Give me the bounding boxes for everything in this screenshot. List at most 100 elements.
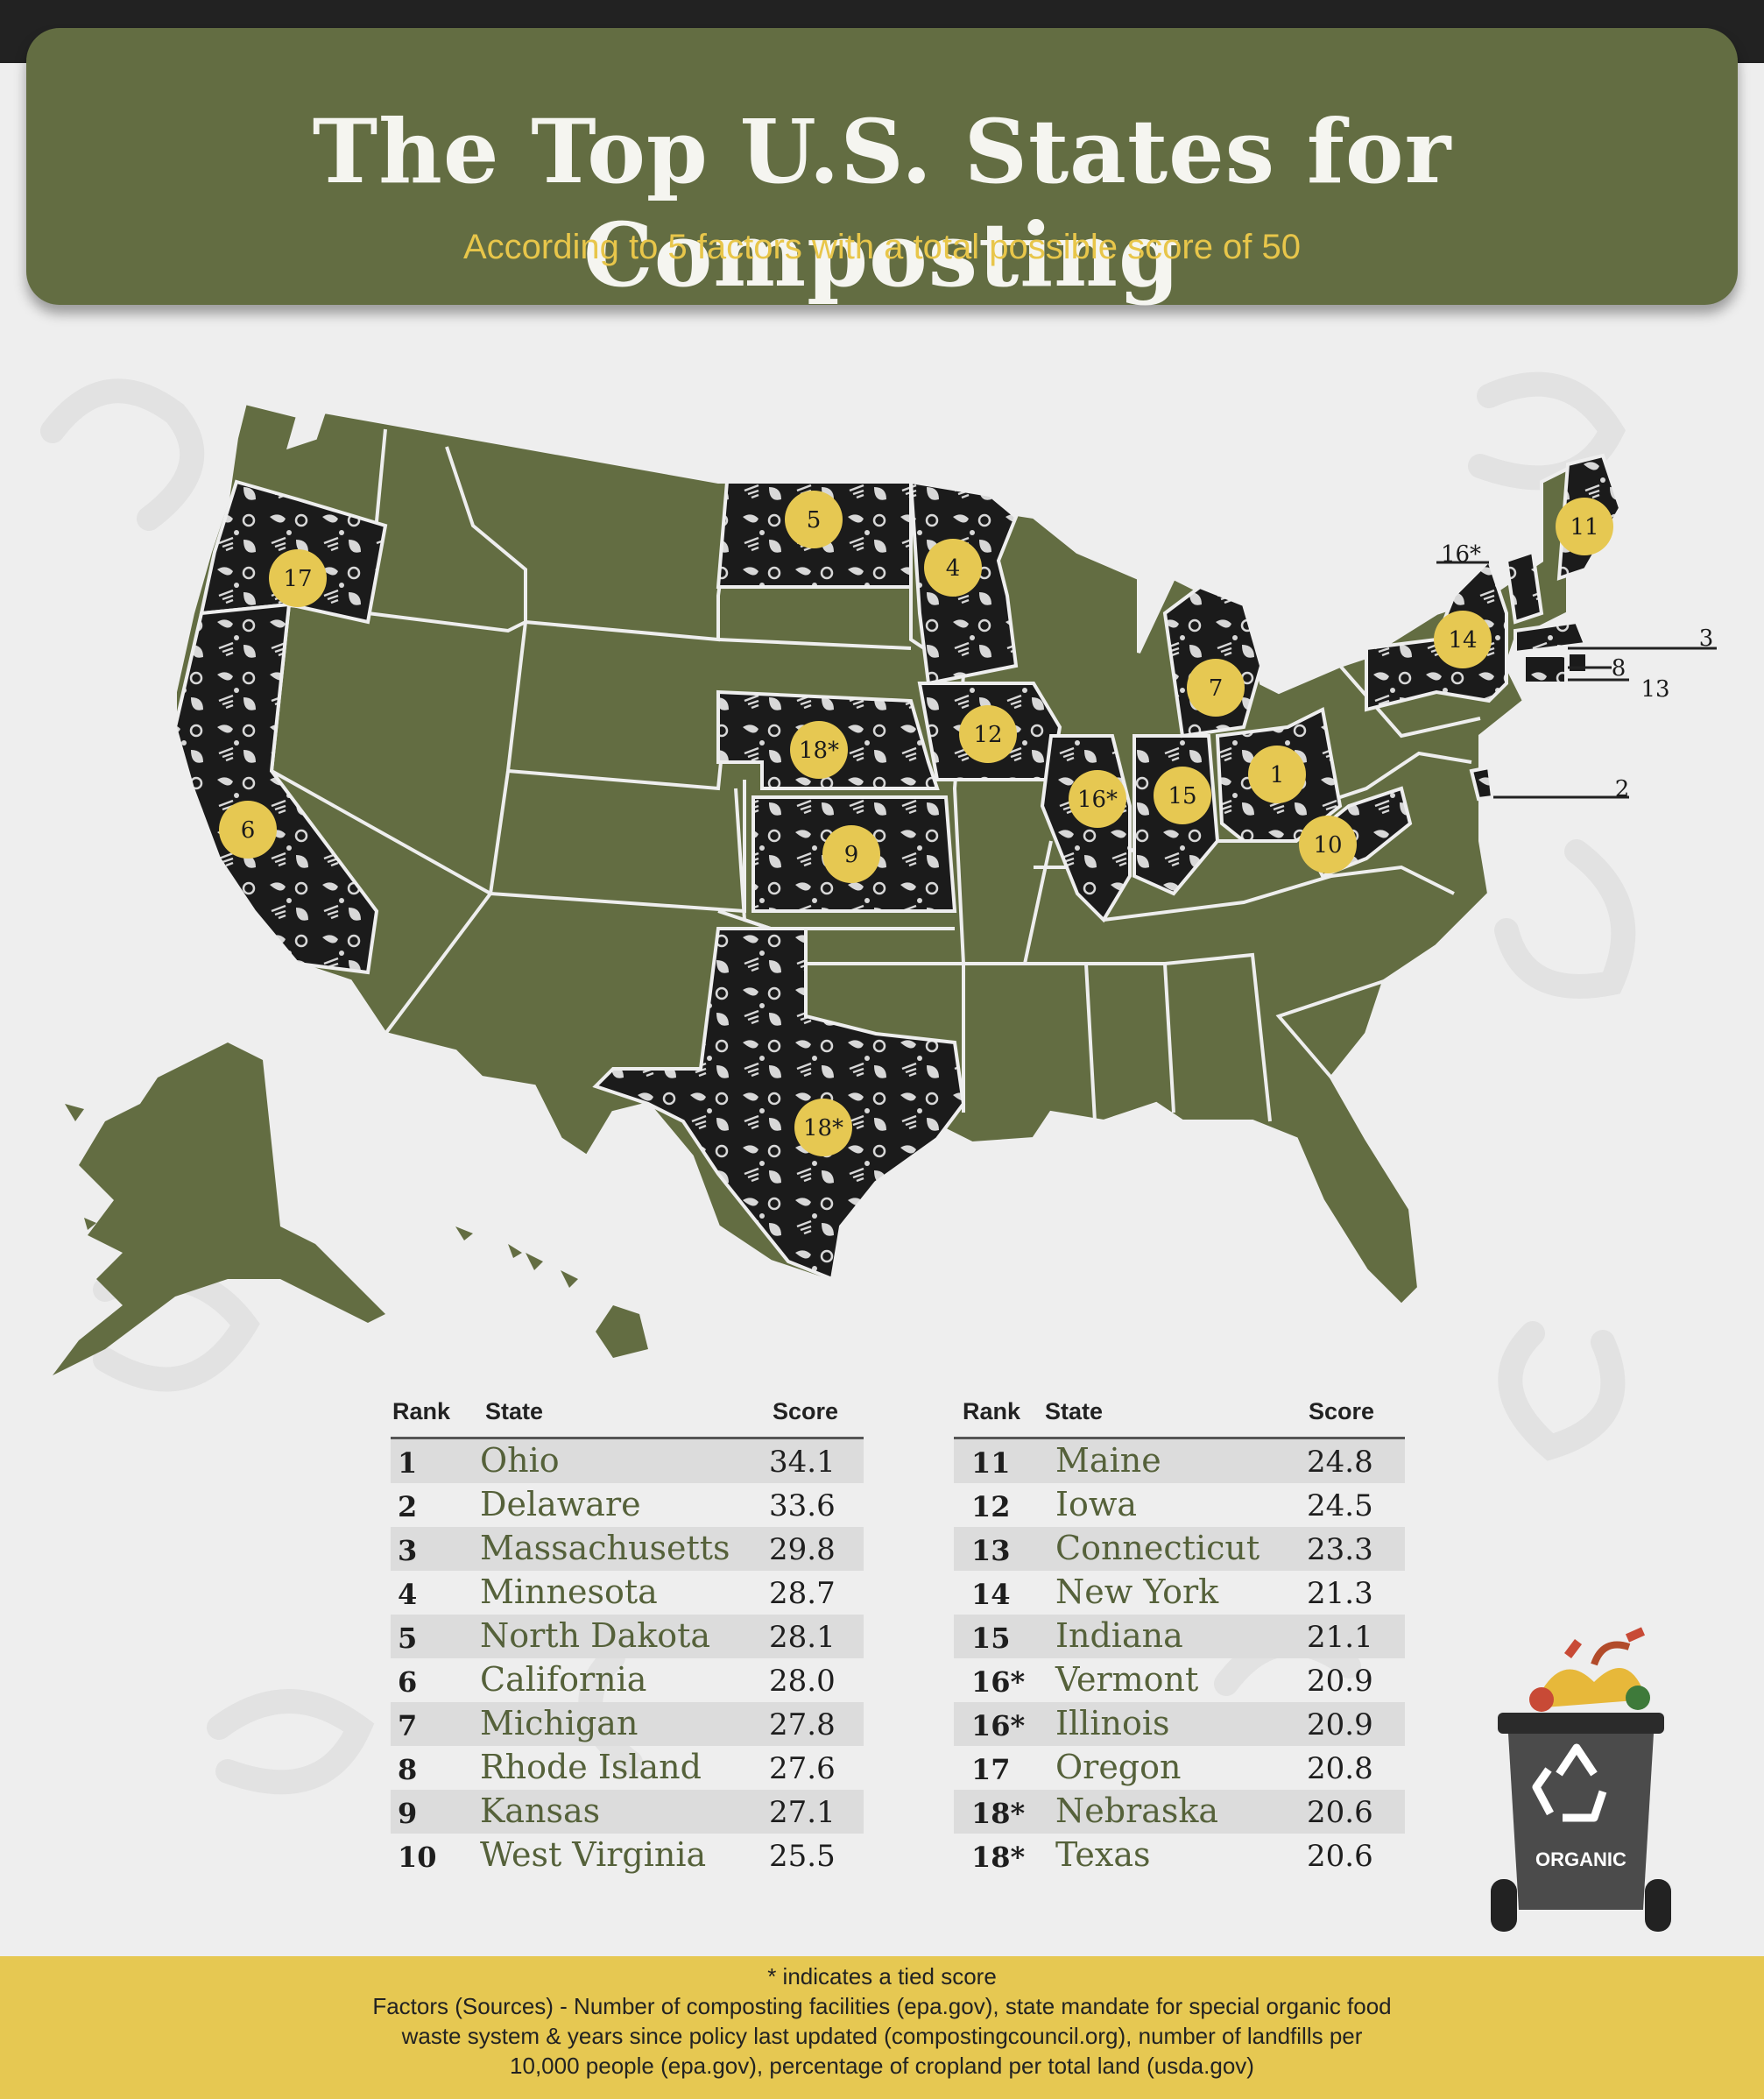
cell-score: 28.1 bbox=[769, 1620, 836, 1655]
map-badge-rhode-island: 8 bbox=[1612, 655, 1626, 682]
cell-score: 33.6 bbox=[769, 1488, 836, 1523]
header-state: State bbox=[1045, 1398, 1104, 1424]
map-badge-indiana: 15 bbox=[1154, 767, 1211, 824]
page-title: The Top U.S. States for Composting bbox=[312, 100, 1452, 307]
table-row: 1 Ohio 34.1 bbox=[391, 1439, 864, 1483]
cell-rank: 1 bbox=[398, 1446, 418, 1480]
cell-state: California bbox=[480, 1660, 647, 1699]
cell-score: 20.9 bbox=[1307, 1664, 1373, 1699]
map-badge-vermont: 16* bbox=[1441, 541, 1481, 568]
cell-rank: 18* bbox=[971, 1841, 1026, 1874]
cell-score: 20.9 bbox=[1307, 1707, 1373, 1742]
cell-score: 24.5 bbox=[1307, 1488, 1373, 1523]
cell-rank: 16* bbox=[971, 1709, 1026, 1742]
table-row: 10 West Virginia 25.5 bbox=[391, 1834, 864, 1877]
cell-state: Maine bbox=[1055, 1441, 1161, 1480]
ranking-table-right: Rank State Score 11 Maine 24.8 12 Iowa 24.5 13… bbox=[954, 1391, 1405, 1877]
table-row: 17 Oregon 20.8 bbox=[954, 1746, 1405, 1790]
cell-state: Rhode Island bbox=[480, 1748, 702, 1786]
cell-rank: 8 bbox=[398, 1753, 418, 1786]
cell-score: 28.7 bbox=[769, 1576, 836, 1611]
cell-rank: 4 bbox=[398, 1578, 418, 1611]
map-badge-label: 18* bbox=[803, 1115, 843, 1141]
cell-score: 24.8 bbox=[1307, 1445, 1373, 1480]
cell-rank: 3 bbox=[398, 1534, 418, 1567]
cell-score: 20.8 bbox=[1307, 1751, 1373, 1786]
hawaii bbox=[455, 1226, 648, 1358]
table-row: 7 Michigan 27.8 bbox=[391, 1702, 864, 1746]
table-body: 1 Ohio 34.1 2 Delaware 33.6 3 Massachusetts 29.8… bbox=[391, 1437, 864, 1877]
table-row: 3 Massachusetts 29.8 bbox=[391, 1527, 864, 1571]
table-row: 18* Nebraska 20.6 bbox=[954, 1790, 1405, 1834]
header-rank: Rank bbox=[963, 1398, 1021, 1424]
ranking-table-left: Rank State Score 1 Ohio 34.1 2 Delaware 33.6 3… bbox=[391, 1391, 864, 1877]
map-badge-label: 6 bbox=[241, 817, 256, 844]
cell-state: Minnesota bbox=[480, 1572, 658, 1611]
cell-score: 21.3 bbox=[1307, 1576, 1373, 1611]
food-scraps bbox=[1529, 1627, 1650, 1712]
map-badge-label: 5 bbox=[807, 507, 822, 534]
footnote-factors-2: waste system & years since policy last u… bbox=[401, 2023, 1363, 2049]
map-badge-label: 4 bbox=[946, 555, 961, 582]
cell-score: 21.1 bbox=[1307, 1620, 1373, 1655]
state-massachusetts bbox=[1514, 619, 1588, 655]
table-row: 6 California 28.0 bbox=[391, 1658, 864, 1702]
cell-state: Delaware bbox=[480, 1485, 641, 1523]
cell-rank: 18* bbox=[971, 1797, 1026, 1830]
map-badge-label: 11 bbox=[1570, 514, 1598, 541]
cell-state: Illinois bbox=[1055, 1704, 1170, 1742]
table-row: 12 Iowa 24.5 bbox=[954, 1483, 1405, 1527]
map-badge-california: 6 bbox=[219, 801, 277, 859]
cell-rank: 11 bbox=[971, 1446, 1011, 1480]
table-row: 16* Vermont 20.9 bbox=[954, 1658, 1405, 1702]
map-badge-label: 14 bbox=[1448, 627, 1477, 654]
cell-score: 29.8 bbox=[769, 1532, 836, 1567]
table-row: 9 Kansas 27.1 bbox=[391, 1790, 864, 1834]
state-delaware bbox=[1469, 765, 1495, 802]
map-badge-label: 17 bbox=[283, 566, 312, 592]
map-badge-ohio: 1 bbox=[1248, 746, 1306, 803]
table-row: 14 New York 21.3 bbox=[954, 1571, 1405, 1615]
state-vermont bbox=[1504, 549, 1544, 625]
map-badge-label: 15 bbox=[1168, 783, 1196, 809]
cell-state: Michigan bbox=[480, 1704, 639, 1742]
map-badge-label: 8 bbox=[1612, 655, 1626, 682]
map-badge-nebraska: 18* bbox=[790, 721, 848, 779]
footnote-tie: * indicates a tied score bbox=[767, 1963, 997, 1989]
map-badge-minnesota: 4 bbox=[924, 539, 982, 597]
cell-rank: 9 bbox=[398, 1797, 418, 1830]
header-score: Score bbox=[1309, 1398, 1375, 1424]
cell-state: Massachusetts bbox=[480, 1529, 730, 1567]
cell-rank: 7 bbox=[398, 1709, 418, 1742]
recycle-icon bbox=[1532, 1743, 1607, 1822]
cell-state: West Virginia bbox=[480, 1835, 707, 1874]
map-badge-label: 7 bbox=[1209, 675, 1224, 702]
cell-state: Vermont bbox=[1055, 1660, 1199, 1699]
table-row: 11 Maine 24.8 bbox=[954, 1439, 1405, 1483]
cell-rank: 12 bbox=[971, 1490, 1011, 1523]
table-header: Rank State Score bbox=[391, 1391, 864, 1437]
cell-score: 23.3 bbox=[1307, 1532, 1373, 1567]
header-score: Score bbox=[773, 1398, 839, 1424]
cell-rank: 17 bbox=[971, 1753, 1011, 1786]
cell-state: Iowa bbox=[1055, 1485, 1138, 1523]
map-badge-delaware: 2 bbox=[1615, 776, 1630, 802]
cell-state: Ohio bbox=[480, 1441, 560, 1480]
map-badge-label: 1 bbox=[1270, 762, 1285, 788]
cell-rank: 13 bbox=[971, 1534, 1011, 1567]
cell-rank: 14 bbox=[971, 1578, 1011, 1611]
page-subtitle: According to 5 factors with a total poss… bbox=[462, 228, 1302, 266]
header-banner: The Top U.S. States for Composting Accor… bbox=[26, 28, 1738, 307]
cell-score: 20.6 bbox=[1307, 1795, 1373, 1830]
header-rank: Rank bbox=[392, 1398, 451, 1424]
map-badge-west-virginia: 10 bbox=[1299, 816, 1357, 873]
table-row: 4 Minnesota 28.7 bbox=[391, 1571, 864, 1615]
table-header: Rank State Score bbox=[954, 1391, 1405, 1437]
map-badge-kansas: 9 bbox=[822, 825, 880, 883]
header-state: State bbox=[485, 1398, 544, 1424]
map-badge-label: 16* bbox=[1077, 787, 1118, 813]
cell-state: Oregon bbox=[1055, 1748, 1182, 1786]
map-badge-label: 18* bbox=[799, 738, 839, 764]
cell-rank: 5 bbox=[398, 1622, 418, 1655]
map-badge-oregon: 17 bbox=[269, 549, 327, 607]
